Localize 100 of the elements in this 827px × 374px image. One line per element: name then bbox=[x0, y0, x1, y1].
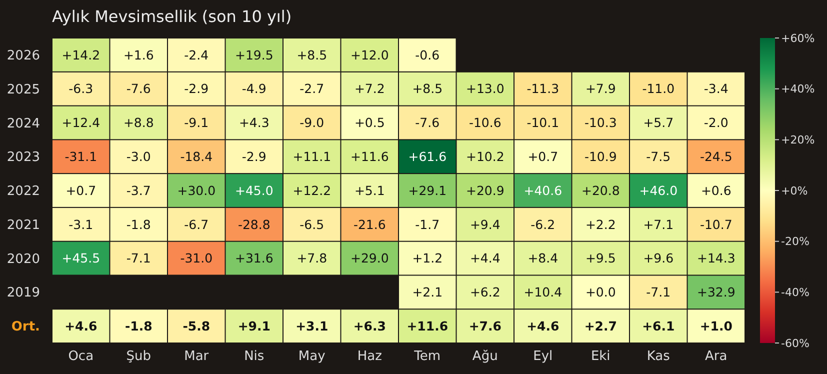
data-label: +9.4 bbox=[470, 216, 500, 232]
data-label: +7.2 bbox=[354, 81, 385, 96]
data-label: +11.6 bbox=[406, 318, 448, 334]
data-label: +7.8 bbox=[296, 250, 328, 266]
data-label: +5.7 bbox=[643, 115, 674, 130]
color-bar-label: -60% bbox=[781, 336, 810, 350]
data-label: -3.7 bbox=[126, 182, 151, 198]
x-tick-label: Kas bbox=[646, 349, 670, 364]
data-label: -7.1 bbox=[646, 284, 671, 300]
data-label: -7.6 bbox=[415, 115, 440, 130]
x-tick-label: Ara bbox=[705, 349, 728, 364]
data-label: -6.7 bbox=[184, 216, 209, 232]
y-tick-label: 2026 bbox=[6, 48, 40, 64]
color-bar-label: +0% bbox=[781, 184, 808, 198]
color-bar-label: -20% bbox=[781, 235, 810, 248]
data-label: +10.4 bbox=[524, 284, 562, 300]
data-label: +31.6 bbox=[234, 250, 274, 266]
data-label: +0.7 bbox=[66, 182, 96, 198]
data-label: +4.6 bbox=[64, 318, 98, 334]
data-label: -2.7 bbox=[300, 81, 324, 96]
data-label: -1.7 bbox=[415, 216, 440, 232]
data-label: +20.8 bbox=[581, 182, 620, 198]
data-label: +7.9 bbox=[585, 81, 616, 96]
data-label: -9.1 bbox=[184, 115, 209, 130]
data-label: +3.1 bbox=[296, 318, 328, 334]
color-bar-label: +60% bbox=[781, 32, 815, 45]
data-label: -6.2 bbox=[530, 216, 556, 232]
data-label: +9.1 bbox=[238, 318, 270, 334]
data-label: -6.5 bbox=[300, 216, 324, 232]
data-label: +8.4 bbox=[528, 250, 558, 266]
data-label: +0.5 bbox=[354, 115, 385, 130]
data-label: +8.8 bbox=[123, 115, 154, 130]
data-label: +11.1 bbox=[292, 148, 332, 164]
y-tick-label: 2019 bbox=[6, 286, 40, 301]
data-label: -31.0 bbox=[180, 250, 213, 266]
data-label: +19.5 bbox=[234, 47, 274, 62]
data-label: -10.7 bbox=[700, 216, 732, 232]
x-tick-label: Şub bbox=[126, 349, 151, 364]
data-label: -6.3 bbox=[68, 81, 94, 96]
data-label: -3.0 bbox=[126, 148, 151, 164]
data-label: +9.5 bbox=[585, 250, 616, 266]
y-tick-label: 2020 bbox=[6, 252, 40, 267]
data-label: -1.8 bbox=[124, 318, 152, 334]
data-label: +40.6 bbox=[524, 182, 562, 198]
data-label: +12.0 bbox=[350, 47, 389, 62]
y-tick-label: 2025 bbox=[6, 82, 40, 98]
data-label: -21.6 bbox=[353, 216, 386, 232]
data-label: +2.1 bbox=[412, 284, 443, 300]
data-label: -0.6 bbox=[415, 47, 440, 62]
data-label: -1.8 bbox=[126, 216, 151, 232]
data-label: +1.2 bbox=[412, 250, 443, 266]
x-tick-label: Haz bbox=[357, 349, 382, 364]
data-label: -11.3 bbox=[526, 81, 560, 96]
y-tick-label: 2022 bbox=[6, 184, 40, 200]
data-label: -11.0 bbox=[642, 81, 675, 96]
data-label: +0.0 bbox=[585, 284, 616, 300]
data-label: +1.6 bbox=[123, 47, 154, 62]
data-label: +9.6 bbox=[643, 250, 674, 266]
data-label: -5.8 bbox=[182, 318, 210, 334]
y-tick-label: 2023 bbox=[6, 150, 40, 166]
data-label: +6.3 bbox=[353, 318, 386, 334]
data-label: +13.0 bbox=[466, 81, 504, 96]
data-label: +0.6 bbox=[700, 182, 732, 198]
data-label: +1.0 bbox=[700, 318, 733, 334]
data-label: -4.9 bbox=[242, 81, 266, 96]
data-label: -28.8 bbox=[238, 216, 270, 232]
data-label: -10.9 bbox=[584, 148, 617, 164]
data-label: -3.4 bbox=[704, 81, 728, 96]
data-label: +30.0 bbox=[177, 182, 216, 198]
data-label: -2.9 bbox=[242, 148, 266, 164]
data-label: -18.4 bbox=[180, 148, 213, 164]
data-label: +2.7 bbox=[584, 318, 617, 334]
y-tick-label: 2024 bbox=[6, 116, 40, 132]
data-label: +29.0 bbox=[350, 250, 389, 266]
data-label: -2.9 bbox=[184, 81, 209, 96]
data-label: -10.3 bbox=[584, 115, 617, 130]
data-label: +8.5 bbox=[296, 47, 328, 62]
color-bar-label: +40% bbox=[781, 82, 815, 96]
data-label: +32.9 bbox=[696, 284, 736, 300]
y-tick-label: Ort. bbox=[11, 320, 40, 335]
data-label: -3.1 bbox=[68, 216, 94, 232]
data-label: +5.1 bbox=[354, 182, 385, 198]
data-label: -2.4 bbox=[184, 47, 209, 62]
x-tick-label: Tem bbox=[413, 349, 441, 364]
x-tick-label: Oca bbox=[68, 349, 94, 364]
color-bar-label: +20% bbox=[781, 134, 815, 147]
x-tick-label: Eyl bbox=[533, 349, 553, 364]
chart-title: Aylık Mevsimsellik (son 10 yıl) bbox=[52, 7, 292, 26]
x-tick-label: May bbox=[298, 349, 326, 364]
data-label: +14.3 bbox=[696, 250, 736, 266]
data-label: +8.5 bbox=[412, 81, 443, 96]
x-tick-label: Eki bbox=[590, 349, 610, 364]
data-label: +2.2 bbox=[585, 216, 616, 232]
data-label: +6.1 bbox=[642, 318, 675, 334]
data-label: -10.6 bbox=[468, 115, 502, 130]
data-label: +10.2 bbox=[466, 148, 504, 164]
data-label: -31.1 bbox=[64, 148, 98, 164]
data-label: +0.7 bbox=[528, 148, 558, 164]
data-label: +46.0 bbox=[639, 182, 678, 198]
data-label: +14.2 bbox=[62, 47, 100, 62]
